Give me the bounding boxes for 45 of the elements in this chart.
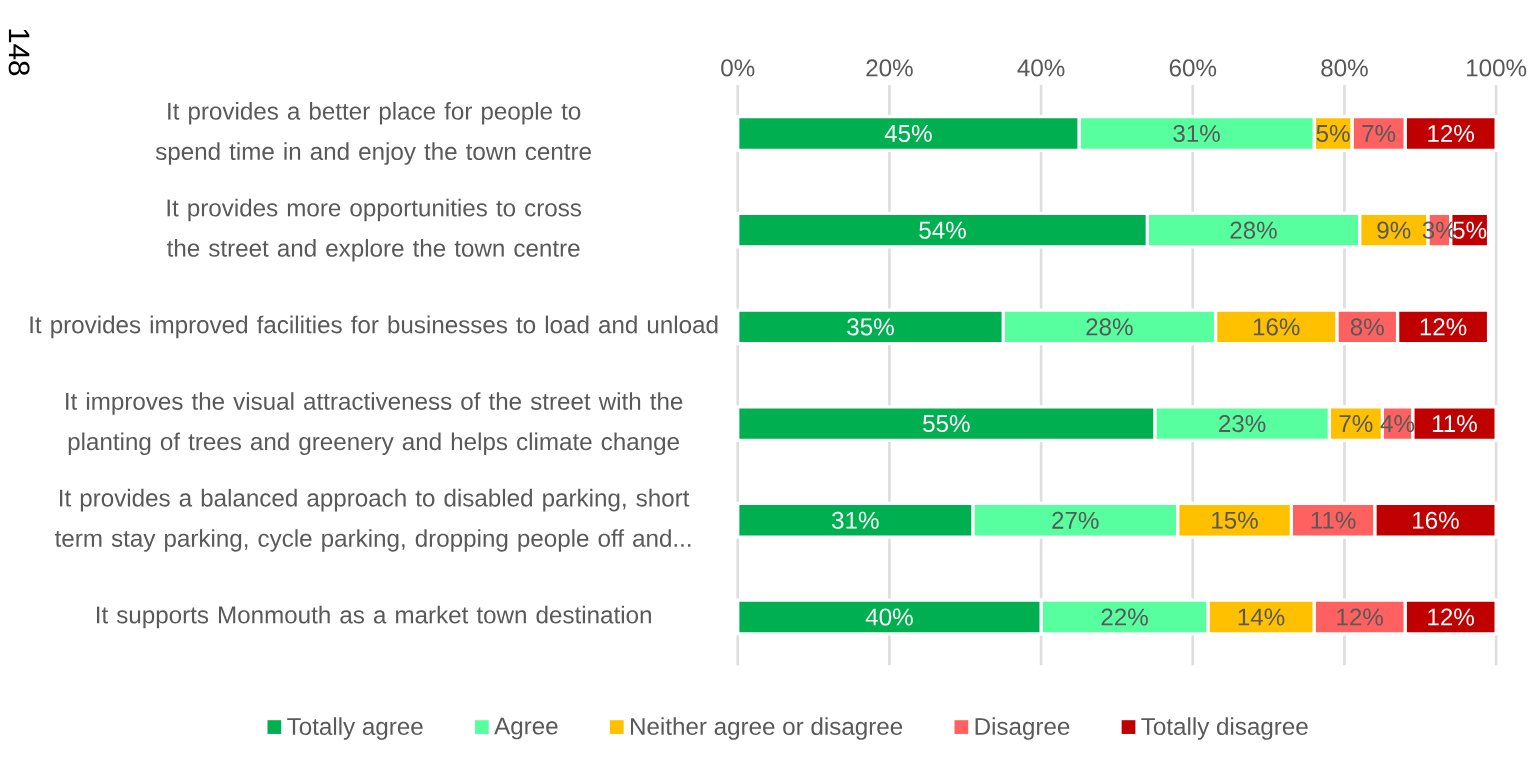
data-label: 14% — [1238, 608, 1285, 626]
data-label: 12% — [1420, 318, 1467, 336]
data-label: 16% — [1253, 318, 1300, 336]
data-label: 23% — [1219, 415, 1266, 433]
legend-label: Disagree — [975, 717, 1070, 740]
x-tick-label: 0% — [721, 59, 755, 77]
y-tick-label: It improves the visual attractiveness of the street with the planting of trees and greenery and helps climate change — [66, 392, 683, 456]
data-label: 55% — [923, 415, 970, 433]
data-label: 15% — [1212, 511, 1258, 529]
data-label: 22% — [1101, 608, 1148, 626]
legend-label: Totally disagree — [1141, 717, 1308, 740]
data-label: 31% — [1173, 124, 1220, 143]
data-label: 54% — [919, 221, 966, 239]
data-label: 45% — [884, 124, 932, 142]
data-label: 7% — [1362, 125, 1396, 142]
text: 148 — [8, 29, 30, 76]
data-label: 40% — [865, 608, 913, 626]
data-label: 12% — [1428, 124, 1474, 142]
x-tick-label: 40% — [1017, 59, 1065, 77]
y-tick-label: It provides improved facilities for businesses to load and unload — [30, 315, 718, 339]
data-label: 9% — [1377, 221, 1411, 239]
data-label: 7% — [1339, 415, 1373, 433]
data-label: 31% — [832, 511, 879, 529]
legend-label: Neither agree or disagree — [631, 717, 903, 740]
data-label: 8% — [1350, 318, 1384, 336]
data-label: 12% — [1337, 608, 1383, 626]
x-tick-label: 100% — [1467, 59, 1527, 77]
data-label: 16% — [1413, 511, 1459, 529]
legend-label: Agree — [494, 717, 558, 740]
data-label: 27% — [1052, 511, 1099, 529]
y-tick-label: It provides a better place for people to spend time in and enjoy the town centre — [155, 102, 591, 165]
data-label: 28% — [1086, 318, 1133, 336]
data-label: 35% — [847, 318, 894, 336]
data-label: 5% — [1316, 124, 1350, 142]
data-label: 11% — [1311, 511, 1356, 529]
x-tick-label: 80% — [1321, 59, 1368, 77]
y-tick-label: It supports Monmouth as a market town destination — [96, 605, 651, 629]
data-label: 28% — [1230, 221, 1277, 239]
x-tick-label: 20% — [866, 59, 913, 77]
legend-label: Totally agree — [287, 717, 423, 740]
y-tick-label: It provides a balanced approach to disabled parking, short term stay parking, cycle parking, dropping people off and... — [55, 488, 691, 552]
y-tick-label: It provides more opportunities to cross the street and explore the town centre — [167, 198, 582, 262]
data-label: 12% — [1428, 608, 1474, 626]
x-tick-label: 60% — [1169, 59, 1217, 77]
data-label: 11% — [1432, 415, 1477, 433]
